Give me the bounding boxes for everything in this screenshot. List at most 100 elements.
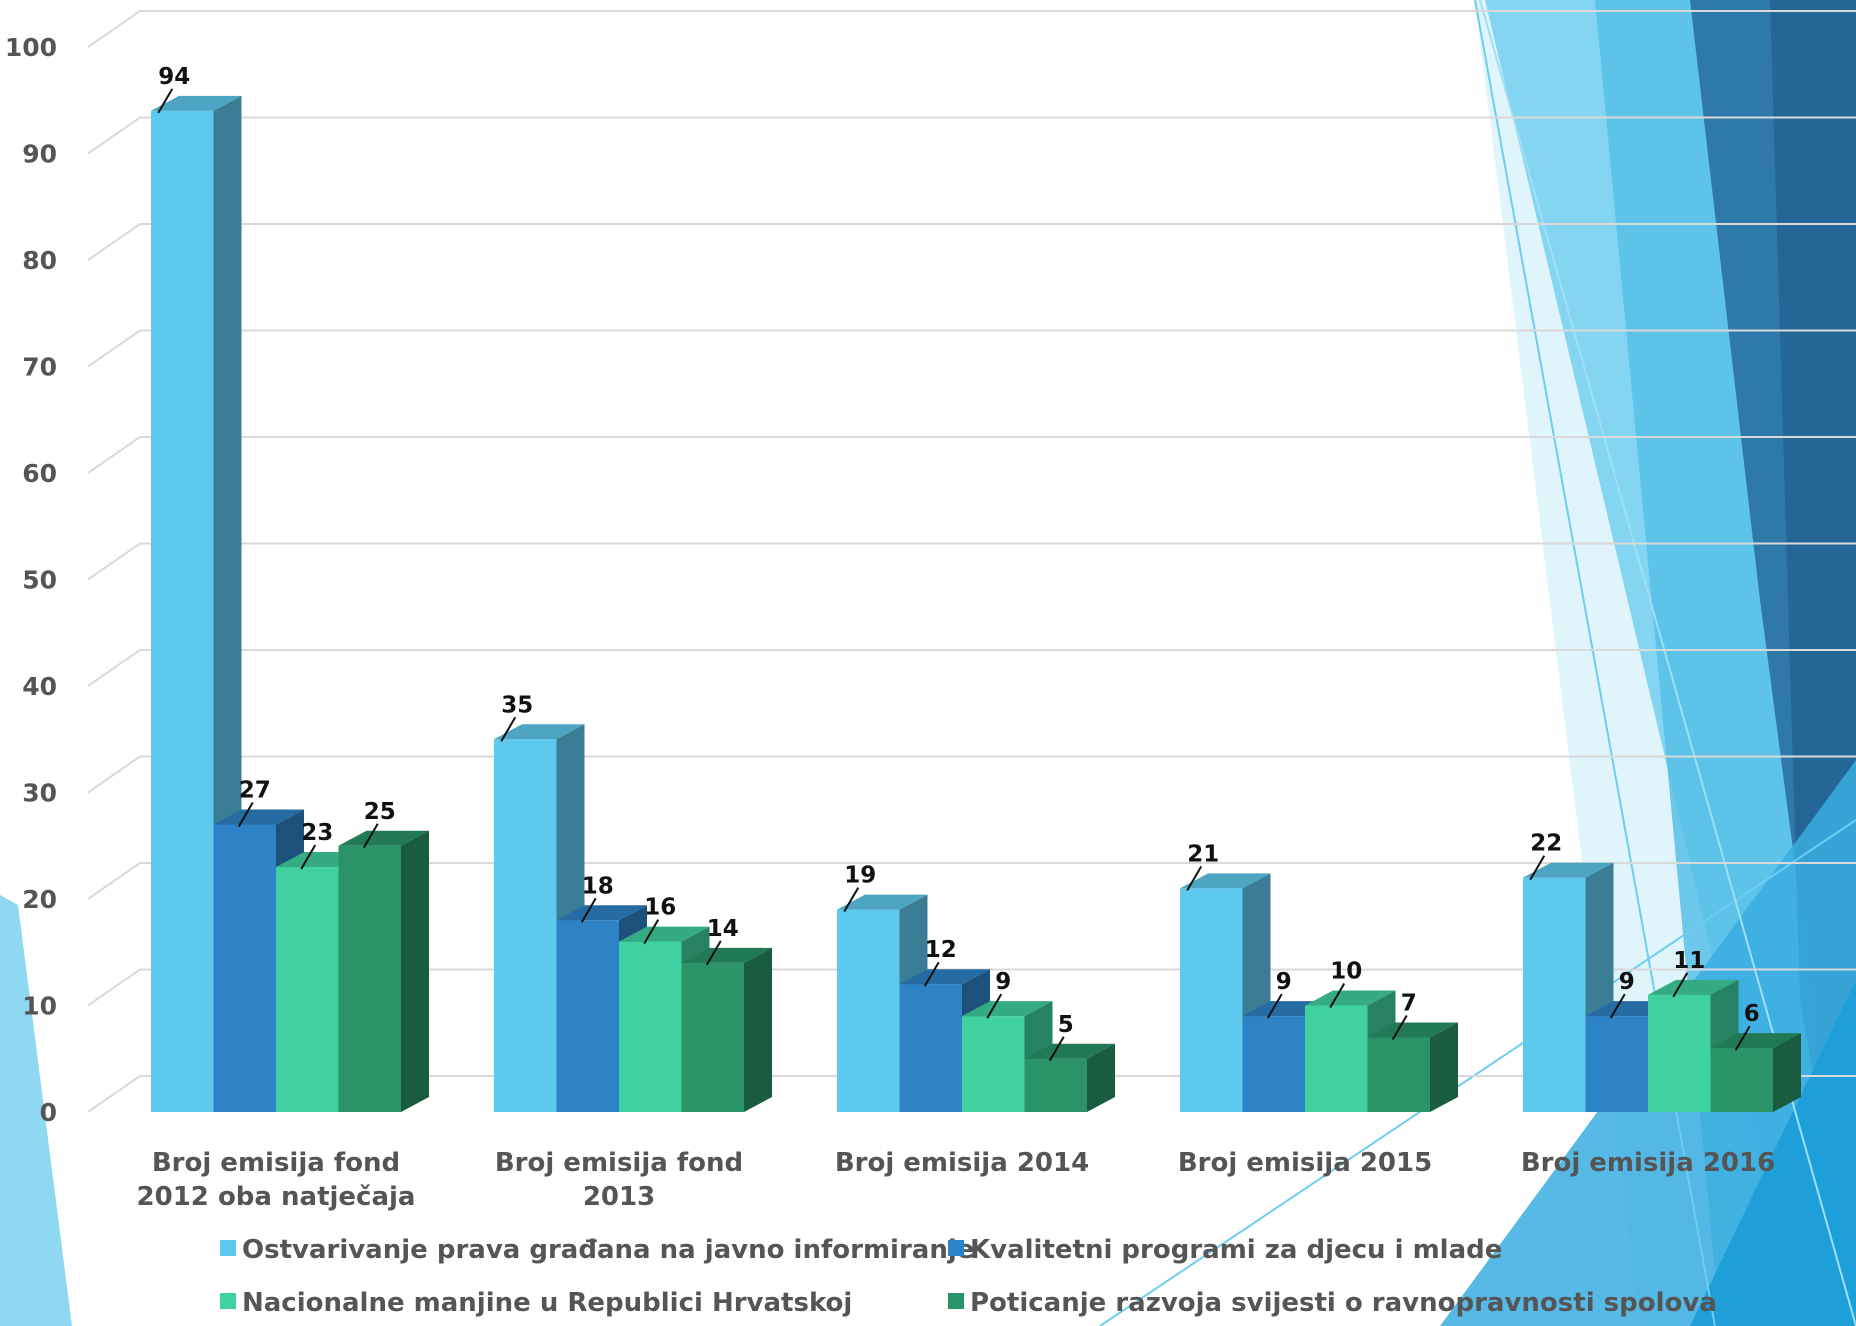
bar <box>1180 888 1243 1112</box>
bar <box>1523 877 1586 1112</box>
bar <box>1648 994 1711 1112</box>
data-label: 35 <box>501 692 533 718</box>
bars <box>151 95 1801 1112</box>
data-label-leader <box>157 88 174 114</box>
bar <box>494 739 557 1112</box>
bar-group <box>151 95 429 1112</box>
data-label-leader <box>237 801 254 827</box>
bar-top <box>1523 862 1614 878</box>
y-tick-label: 50 <box>22 566 57 595</box>
y-tick-label: 10 <box>22 992 57 1021</box>
bar <box>1242 1016 1305 1112</box>
legend-swatch <box>948 1240 964 1256</box>
bar-top <box>1710 1033 1801 1049</box>
data-label-leader <box>362 823 379 849</box>
legend-item: Ostvarivanje prava građana na javno info… <box>220 1235 974 1265</box>
deco-left-strip <box>0 895 72 1326</box>
legend: Ostvarivanje prava građana na javno info… <box>220 1235 1717 1318</box>
bar-top <box>962 1001 1053 1017</box>
data-label-leader <box>1672 972 1689 998</box>
category-label: Broj emisija 2016 <box>1521 1148 1775 1178</box>
data-label-leader <box>1329 982 1346 1009</box>
bar <box>338 845 401 1112</box>
bar <box>1367 1037 1430 1112</box>
deco-thin-line-3 <box>1479 0 1856 1326</box>
data-label: 11 <box>1673 948 1705 974</box>
legend-label: Poticanje razvoja svijesti o ravnopravno… <box>970 1288 1717 1318</box>
data-label-leader <box>986 993 1003 1019</box>
data-label-leader <box>643 919 660 945</box>
data-labels: 94 27 23 25 35 18 16 14 19 12 9 5 21 9 10 7 22 9 11 6 <box>157 64 1760 1062</box>
bar <box>151 110 214 1112</box>
bar <box>899 984 962 1112</box>
bar-top <box>619 926 710 942</box>
grid-diagonal <box>87 862 141 900</box>
data-label: 7 <box>1401 990 1417 1016</box>
category-label: 2012 oba natječaja <box>137 1182 416 1212</box>
y-tick-label: 80 <box>22 246 57 275</box>
bar-top <box>494 724 585 740</box>
category-label: Broj emisija fond <box>495 1148 743 1178</box>
bar <box>681 962 744 1112</box>
data-label-leader <box>923 961 940 987</box>
data-label-leader <box>1529 855 1546 881</box>
data-label-leader <box>1266 993 1283 1019</box>
bar <box>962 1016 1025 1112</box>
data-label-leader <box>705 940 722 966</box>
grid-diagonal <box>87 436 141 474</box>
bar-side <box>744 947 772 1112</box>
legend-label: Nacionalne manjine u Republici Hrvatskoj <box>242 1288 852 1318</box>
legend-swatch <box>220 1240 236 1256</box>
grid-diagonal <box>87 968 141 1007</box>
bar-side <box>1087 1043 1115 1112</box>
bar <box>213 824 276 1112</box>
category-label: 2013 <box>583 1182 655 1212</box>
category-label: Broj emisija 2015 <box>1178 1148 1432 1178</box>
data-label: 23 <box>301 820 333 846</box>
bar-top <box>899 969 990 985</box>
grid-diagonal <box>87 1075 141 1113</box>
data-label-leader <box>843 887 860 913</box>
legend-swatch <box>948 1293 964 1309</box>
y-tick-label: 40 <box>22 672 57 701</box>
category-label: Broj emisija 2014 <box>835 1148 1089 1178</box>
y-tick-label: 60 <box>22 459 57 488</box>
y-tick-label: 0 <box>40 1098 57 1127</box>
legend-item: Poticanje razvoja svijesti o ravnopravno… <box>948 1288 1717 1318</box>
bar-top <box>213 809 304 825</box>
bar <box>619 941 682 1112</box>
data-label-leader <box>1048 1036 1065 1062</box>
y-tick-label: 70 <box>22 353 57 382</box>
data-label: 19 <box>844 863 876 889</box>
bar <box>556 920 619 1112</box>
data-label: 27 <box>239 777 271 803</box>
bar-group <box>1180 873 1458 1112</box>
deco-bottom-wedge-deep <box>1690 980 1856 1326</box>
bar-top <box>338 830 429 846</box>
data-label: 12 <box>925 937 957 963</box>
data-label-leader <box>1609 993 1626 1019</box>
data-label-leader <box>500 716 517 742</box>
bar <box>837 909 900 1112</box>
bar-side <box>401 830 429 1112</box>
category-label: Broj emisija fond <box>152 1148 400 1178</box>
bar-group <box>837 894 1115 1112</box>
grid-diagonal <box>87 10 141 48</box>
bar-top <box>1305 990 1396 1006</box>
data-label-leader <box>1186 865 1203 891</box>
bar-top <box>1024 1043 1115 1059</box>
bar-group <box>494 724 772 1112</box>
legend-label: Ostvarivanje prava građana na javno info… <box>242 1235 974 1265</box>
data-label: 25 <box>364 799 396 825</box>
grid-diagonal <box>87 223 141 261</box>
data-label-leader <box>1734 1025 1751 1051</box>
data-label: 94 <box>158 64 190 90</box>
bar <box>1710 1048 1773 1112</box>
data-label: 9 <box>1276 969 1292 995</box>
data-label-leader <box>580 897 597 923</box>
data-label: 9 <box>995 969 1011 995</box>
y-tick-label: 90 <box>22 140 57 169</box>
y-tick-label: 100 <box>5 33 57 62</box>
